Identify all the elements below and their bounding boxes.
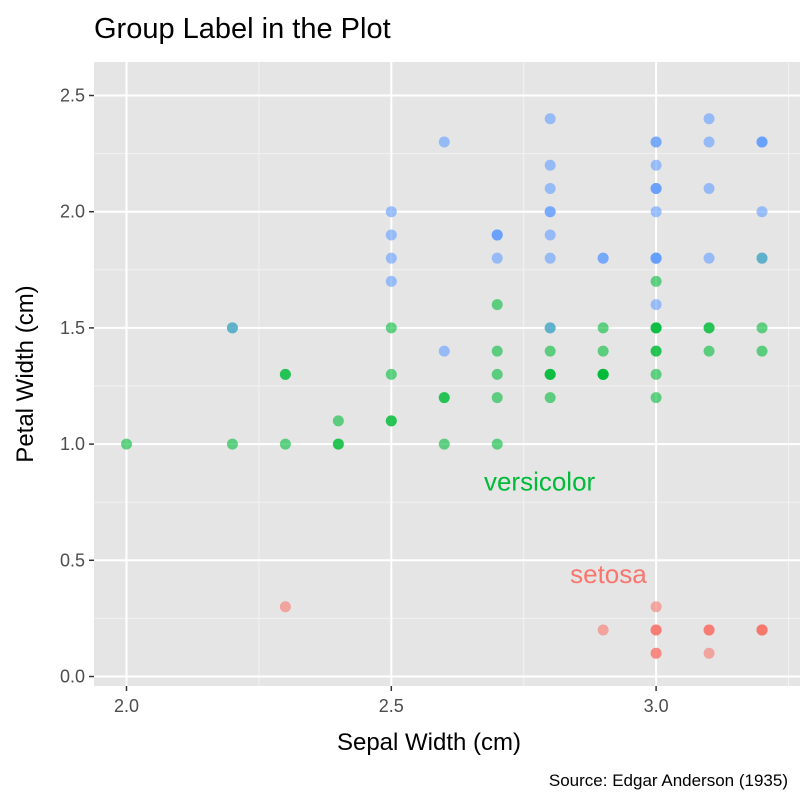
point-versicolor [650, 322, 662, 334]
point-versicolor [650, 275, 662, 287]
point-virginica [703, 136, 715, 148]
point-versicolor [650, 392, 662, 404]
point-versicolor [121, 438, 132, 450]
x-axis-title: Sepal Width (cm) [337, 729, 521, 756]
point-versicolor [385, 322, 397, 334]
point-virginica [650, 159, 662, 171]
point-virginica [650, 252, 662, 264]
point-virginica [756, 252, 768, 264]
point-virginica [544, 159, 556, 171]
point-versicolor [279, 438, 291, 450]
point-setosa [703, 647, 715, 659]
chart-title: Group Label in the Plot [94, 13, 391, 45]
y-axis-title: Petal Width (cm) [12, 285, 39, 462]
point-versicolor [703, 345, 715, 357]
point-versicolor [597, 368, 609, 380]
point-virginica [385, 229, 397, 241]
x-tick-label: 2.0 [114, 696, 139, 716]
point-virginica [650, 136, 662, 148]
x-axis-ticks: 2.02.53.03.54.04.5 [114, 686, 669, 716]
point-versicolor [544, 368, 556, 380]
point-versicolor [385, 415, 397, 427]
data-points [121, 113, 768, 659]
point-versicolor [650, 368, 662, 380]
point-setosa [650, 624, 662, 636]
y-tick-label: 0.0 [60, 667, 85, 687]
point-virginica [650, 299, 662, 311]
point-setosa [703, 624, 715, 636]
y-tick-label: 2.5 [60, 86, 85, 106]
point-virginica [544, 206, 556, 218]
plot-panel [94, 62, 800, 686]
y-axis-ticks: 0.0 0.5 1.0 1.5 2.0 2.5 [60, 86, 94, 687]
point-setosa [279, 601, 291, 613]
point-virginica [544, 113, 556, 125]
y-tick-label: 1.5 [60, 318, 85, 338]
point-virginica [597, 252, 609, 264]
point-versicolor [703, 322, 715, 334]
point-versicolor [332, 415, 344, 427]
point-virginica [438, 345, 450, 357]
point-virginica [703, 113, 715, 125]
point-virginica [226, 322, 238, 334]
point-setosa [756, 624, 768, 636]
point-virginica [703, 182, 715, 194]
point-versicolor [332, 438, 344, 450]
point-versicolor [385, 368, 397, 380]
point-versicolor [544, 345, 556, 357]
point-versicolor [491, 392, 503, 404]
point-versicolor [650, 345, 662, 357]
point-virginica [385, 206, 397, 218]
point-virginica [650, 182, 662, 194]
point-versicolor [491, 368, 503, 380]
y-tick-label: 2.0 [60, 202, 85, 222]
point-versicolor [438, 438, 450, 450]
point-versicolor [491, 345, 503, 357]
point-virginica [544, 229, 556, 241]
point-versicolor [756, 345, 768, 357]
point-versicolor [491, 299, 503, 311]
point-virginica [438, 136, 450, 148]
point-versicolor [544, 392, 556, 404]
point-versicolor [597, 345, 609, 357]
point-virginica [491, 229, 503, 241]
point-virginica [544, 252, 556, 264]
point-setosa [597, 624, 609, 636]
point-setosa [650, 601, 662, 613]
y-tick-label: 0.5 [60, 550, 85, 570]
point-versicolor [597, 322, 609, 334]
point-virginica [544, 322, 556, 334]
point-versicolor [491, 438, 503, 450]
point-versicolor [279, 368, 291, 380]
x-tick-label: 2.5 [379, 696, 404, 716]
minor-gridlines [94, 62, 800, 686]
point-virginica [756, 206, 768, 218]
point-virginica [385, 252, 397, 264]
group-labels: setosaversicolorvirginica [484, 466, 647, 589]
point-setosa [650, 647, 662, 659]
point-virginica [385, 275, 397, 287]
point-versicolor [226, 438, 238, 450]
x-tick-label: 3.0 [644, 696, 669, 716]
point-virginica [756, 136, 768, 148]
y-tick-label: 1.0 [60, 434, 85, 454]
point-virginica [544, 182, 556, 194]
point-virginica [491, 252, 503, 264]
group-label-versicolor: versicolor [484, 466, 596, 496]
point-versicolor [756, 322, 768, 334]
group-label-setosa: setosa [570, 559, 647, 589]
source-caption: Source: Edgar Anderson (1935) [549, 771, 788, 790]
point-versicolor [438, 392, 450, 404]
point-virginica [703, 252, 715, 264]
point-virginica [650, 206, 662, 218]
